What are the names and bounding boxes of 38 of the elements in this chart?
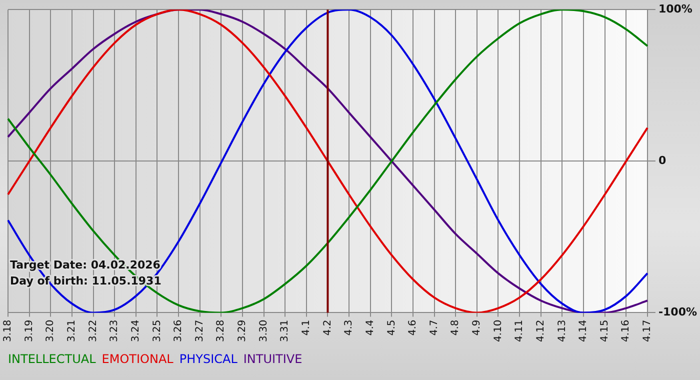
x-tick-label: 3.29 [237,320,248,342]
x-tick-label: 4.2 [322,320,334,336]
x-tick-label: 4.12 [535,320,546,342]
x-tick-label: 4.15 [599,320,610,342]
x-tick-label: 3.24 [130,320,142,342]
x-tick-label: 4.13 [556,320,568,342]
x-tick-label: 3.21 [66,320,78,342]
x-tick-label: 3.20 [45,320,56,342]
x-tick-label: 4.11 [514,320,526,342]
x-tick-label: 4.10 [492,320,504,342]
x-tick-label: 4.9 [472,320,483,336]
y-tick-label: -100% [658,306,698,319]
text: INTELLECTUAL [8,352,96,366]
x-tick-label: 3.28 [216,320,227,342]
x-tick-label: 3.18 [2,320,14,342]
x-tick-label: 4.6 [408,320,419,336]
x-tick-label: 3.25 [152,320,163,342]
text: PHYSICAL [179,352,238,366]
x-tick-label: 3.27 [194,320,206,342]
x-tick-label: 3.26 [173,320,184,342]
x-tick-label: 3.19 [24,320,35,342]
x-tick-label: 4.16 [620,320,632,342]
x-tick-label: 3.23 [109,320,120,342]
text: INTUITIVE [243,352,302,366]
y-tick-label: 0 [658,154,666,168]
x-tick-label: 4.14 [578,320,590,342]
x-tick-label: 4.8 [450,320,462,336]
x-tick-label: 4.5 [386,320,398,336]
x-tick-label: 4.1 [301,320,312,336]
x-tick-label: 3.22 [88,320,99,342]
x-tick-label: 4.7 [428,320,440,336]
y-tick-label: 100% [658,2,692,16]
text: EMOTIONAL [102,352,174,366]
x-tick-label: 3.30 [258,320,270,342]
x-tick-label: 4.17 [642,320,654,342]
x-tick-label: 4.4 [364,320,376,336]
x-tick-label: 3.31 [280,320,291,342]
x-tick-label: 4.3 [344,320,355,336]
